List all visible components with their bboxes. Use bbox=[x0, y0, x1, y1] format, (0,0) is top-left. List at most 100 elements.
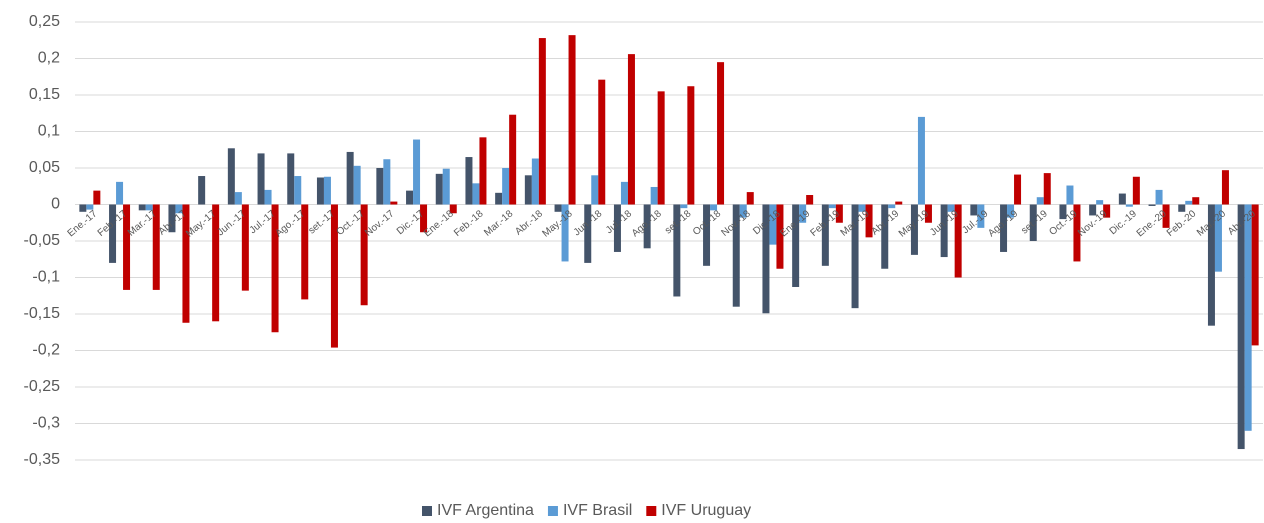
bar bbox=[1214, 204, 1222, 272]
bar bbox=[821, 204, 829, 266]
bar bbox=[234, 192, 242, 205]
bar bbox=[703, 204, 711, 266]
bar bbox=[762, 204, 770, 314]
bar bbox=[227, 148, 235, 205]
bar bbox=[1125, 204, 1133, 207]
bar bbox=[591, 175, 599, 205]
bar bbox=[330, 204, 338, 348]
bar bbox=[717, 62, 725, 205]
legend-swatch bbox=[422, 506, 432, 516]
legend-label: IVF Brasil bbox=[563, 502, 632, 519]
bar bbox=[360, 204, 368, 306]
bar bbox=[650, 186, 658, 205]
bar bbox=[413, 139, 421, 205]
bar bbox=[465, 157, 473, 205]
bar bbox=[710, 204, 718, 211]
y-tick-label: 0 bbox=[51, 196, 60, 213]
bar bbox=[746, 192, 754, 205]
x-tick-label: Dic.-19 bbox=[1108, 208, 1140, 237]
x-tick-label: Feb.-20 bbox=[1165, 208, 1199, 239]
bar bbox=[792, 204, 800, 287]
bar bbox=[271, 204, 279, 333]
bar bbox=[806, 195, 814, 205]
bar bbox=[799, 204, 807, 223]
bar bbox=[442, 168, 450, 205]
legend-swatch bbox=[547, 506, 558, 516]
y-tick-label: -0,1 bbox=[32, 269, 60, 286]
legend-label: IVF Argentina bbox=[437, 502, 534, 519]
bar bbox=[145, 204, 153, 211]
bar bbox=[620, 181, 628, 205]
x-tick-label: Abr.-18 bbox=[513, 208, 545, 237]
bar bbox=[1103, 204, 1111, 218]
bar bbox=[502, 168, 510, 205]
bar bbox=[584, 204, 592, 263]
bar bbox=[294, 176, 302, 205]
bar bbox=[1066, 185, 1074, 205]
y-tick-label: -0,35 bbox=[24, 451, 61, 468]
bar bbox=[301, 204, 309, 300]
bar bbox=[175, 204, 183, 214]
bar bbox=[1014, 174, 1022, 205]
y-tick-label: -0,15 bbox=[24, 305, 61, 322]
x-tick-label: Ene.-17 bbox=[66, 208, 100, 239]
bar bbox=[376, 168, 384, 205]
bar bbox=[1148, 204, 1156, 206]
bar bbox=[1118, 193, 1126, 205]
bar bbox=[1244, 204, 1252, 431]
bar bbox=[924, 204, 932, 223]
bar bbox=[346, 151, 354, 205]
bar bbox=[524, 175, 532, 205]
bar bbox=[1043, 173, 1051, 205]
bar bbox=[851, 204, 859, 309]
bar bbox=[687, 86, 695, 205]
y-tick-label: 0,2 bbox=[38, 50, 60, 67]
bar bbox=[1162, 204, 1170, 228]
bar bbox=[954, 204, 962, 278]
bar bbox=[168, 204, 176, 233]
bar bbox=[93, 190, 101, 205]
x-tick-label: Nov.-17 bbox=[363, 208, 397, 239]
x-tick-label: Feb.-18 bbox=[452, 208, 486, 239]
bar bbox=[828, 204, 836, 209]
bar bbox=[865, 204, 873, 238]
bar bbox=[673, 204, 681, 297]
bar bbox=[1073, 204, 1081, 262]
bar bbox=[1192, 197, 1200, 205]
y-tick-label: 0,15 bbox=[29, 86, 60, 103]
x-tick-label: Ene.-18 bbox=[422, 208, 456, 239]
bar bbox=[858, 204, 866, 212]
bar bbox=[1178, 204, 1186, 212]
bar bbox=[657, 91, 665, 205]
bar bbox=[316, 177, 324, 205]
bar bbox=[406, 190, 414, 205]
bar bbox=[970, 204, 978, 216]
bar bbox=[390, 201, 398, 205]
bar bbox=[241, 204, 249, 291]
y-tick-label: -0,2 bbox=[32, 342, 60, 359]
bar bbox=[1059, 204, 1067, 220]
legend-swatch bbox=[646, 506, 657, 516]
bar bbox=[287, 153, 295, 205]
bar bbox=[1000, 204, 1008, 252]
bar bbox=[323, 176, 331, 205]
bar bbox=[123, 204, 131, 290]
bar bbox=[598, 79, 606, 205]
bar bbox=[198, 176, 206, 205]
bar bbox=[257, 153, 265, 205]
bar bbox=[627, 54, 635, 205]
bar bbox=[420, 204, 428, 233]
bar bbox=[776, 204, 784, 269]
bar bbox=[643, 204, 651, 249]
y-tick-label: -0,25 bbox=[24, 378, 61, 395]
bar bbox=[79, 204, 87, 212]
bar bbox=[152, 204, 160, 290]
bar bbox=[895, 201, 903, 205]
bar bbox=[472, 183, 480, 205]
bar bbox=[353, 165, 361, 205]
bar bbox=[116, 181, 124, 205]
bar bbox=[769, 204, 777, 245]
bar bbox=[1251, 204, 1259, 346]
bar bbox=[1029, 204, 1037, 241]
bar bbox=[509, 114, 517, 205]
